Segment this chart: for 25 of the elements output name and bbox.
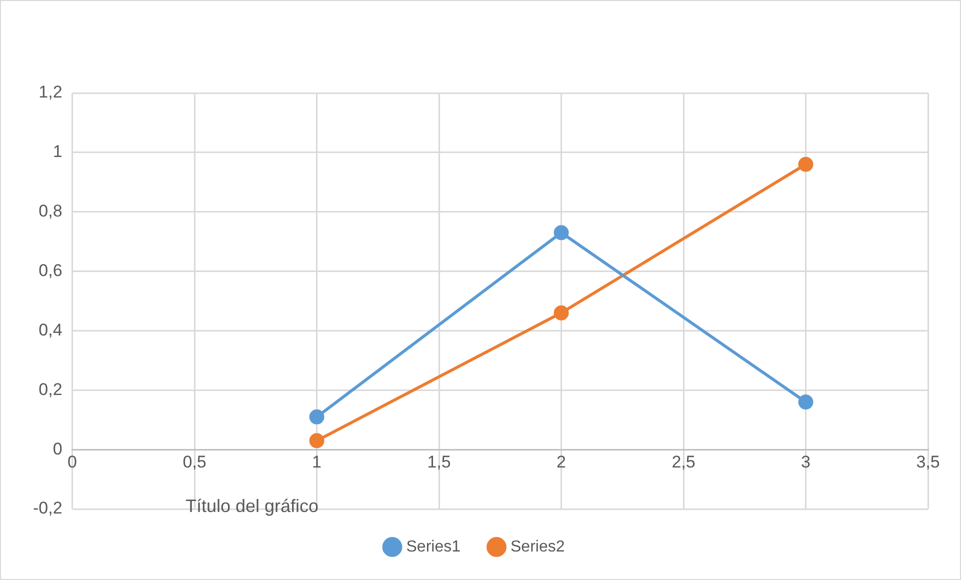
x-tick-label: 2: [556, 452, 566, 472]
y-tick-label: 0,8: [38, 202, 62, 221]
y-tick-label: -0,2: [32, 498, 62, 518]
y-tick-label: 0,4: [38, 320, 62, 340]
legend-label: Series1: [406, 538, 461, 556]
y-tick-label: 0,6: [38, 260, 62, 280]
x-tick-label: 2,5: [672, 452, 696, 472]
point: [798, 394, 814, 410]
x-tick-label: 1: [312, 452, 322, 472]
y-tick-label: 1,2: [38, 82, 62, 102]
point: [309, 433, 324, 448]
x-tick-label: 3,5: [916, 452, 940, 472]
y-tick-label: 0: [52, 439, 62, 458]
x-tick-label: 3: [801, 452, 810, 472]
x-tick-label: 1,5: [427, 452, 451, 472]
legend-label: Series2: [510, 538, 565, 556]
point: [554, 225, 569, 240]
text: Título del gráfico: [185, 496, 319, 516]
y-tick-label: 0,2: [38, 380, 62, 399]
x-tick-label: 0,5: [182, 452, 206, 472]
x-tick-label: 0: [68, 452, 78, 472]
y-tick-label: 1: [52, 142, 62, 162]
point: [554, 305, 569, 320]
point: [798, 156, 814, 172]
point: [309, 409, 324, 424]
